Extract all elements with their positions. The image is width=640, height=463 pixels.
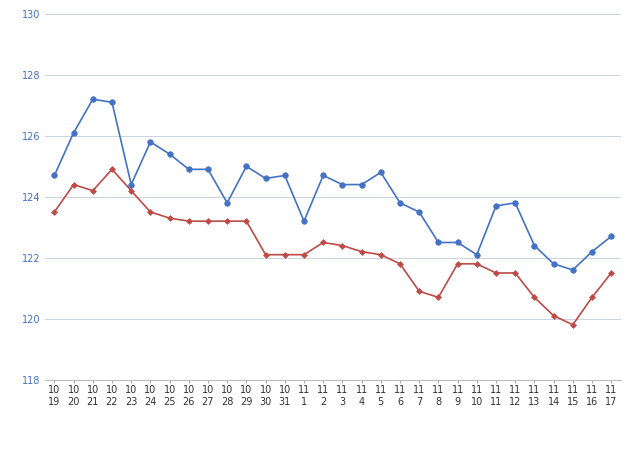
レギュラー看板価格（円/L） (358, 182, 365, 188)
レギュラー看板価格（円/L） (243, 163, 250, 169)
レギュラー実売価格（円/L） (281, 252, 289, 257)
レギュラー実売価格（円/L） (319, 240, 327, 245)
レギュラー看板価格（円/L） (569, 267, 577, 273)
レギュラー看板価格（円/L） (339, 182, 346, 188)
レギュラー実売価格（円/L） (511, 270, 519, 276)
レギュラー看板価格（円/L） (607, 234, 615, 239)
レギュラー看板価格（円/L） (281, 173, 289, 178)
レギュラー看板価格（円/L） (204, 167, 212, 172)
レギュラー看板価格（円/L） (531, 243, 538, 248)
レギュラー実売価格（円/L） (454, 261, 461, 267)
レギュラー実売価格（円/L） (339, 243, 346, 248)
レギュラー看板価格（円/L） (89, 96, 97, 102)
レギュラー実売価格（円/L） (358, 249, 365, 254)
レギュラー実売価格（円/L） (204, 219, 212, 224)
レギュラー実売価格（円/L） (415, 288, 423, 294)
レギュラー看板価格（円/L） (51, 173, 58, 178)
レギュラー看板価格（円/L） (492, 203, 500, 209)
レギュラー実売価格（円/L） (127, 188, 135, 194)
レギュラー看板価格（円/L） (435, 240, 442, 245)
レギュラー実売価格（円/L） (166, 215, 173, 221)
レギュラー看板価格（円/L） (377, 169, 385, 175)
Line: レギュラー看板価格（円/L）: レギュラー看板価格（円/L） (52, 96, 614, 273)
レギュラー看板価格（円/L） (511, 200, 519, 206)
Line: レギュラー実売価格（円/L）: レギュラー実売価格（円/L） (52, 167, 613, 327)
レギュラー実売価格（円/L） (243, 219, 250, 224)
レギュラー看板価格（円/L） (166, 151, 173, 157)
レギュラー実売価格（円/L） (262, 252, 269, 257)
レギュラー看板価格（円/L） (300, 219, 308, 224)
レギュラー実売価格（円/L） (108, 167, 116, 172)
レギュラー実売価格（円/L） (223, 219, 231, 224)
レギュラー実売価格（円/L） (531, 294, 538, 300)
レギュラー実売価格（円/L） (473, 261, 481, 267)
レギュラー実売価格（円/L） (396, 261, 404, 267)
レギュラー実売価格（円/L） (607, 270, 615, 276)
レギュラー実売価格（円/L） (51, 209, 58, 215)
レギュラー看板価格（円/L） (415, 209, 423, 215)
レギュラー看板価格（円/L） (223, 200, 231, 206)
レギュラー実売価格（円/L） (300, 252, 308, 257)
レギュラー看板価格（円/L） (588, 249, 596, 254)
レギュラー看板価格（円/L） (185, 167, 193, 172)
レギュラー看板価格（円/L） (108, 100, 116, 105)
レギュラー看板価格（円/L） (473, 252, 481, 257)
レギュラー看板価格（円/L） (396, 200, 404, 206)
レギュラー看板価格（円/L） (550, 261, 557, 267)
レギュラー実売価格（円/L） (89, 188, 97, 194)
レギュラー実売価格（円/L） (147, 209, 154, 215)
レギュラー実売価格（円/L） (435, 294, 442, 300)
レギュラー看板価格（円/L） (454, 240, 461, 245)
レギュラー看板価格（円/L） (262, 175, 269, 181)
レギュラー看板価格（円/L） (127, 182, 135, 188)
レギュラー実売価格（円/L） (377, 252, 385, 257)
レギュラー看板価格（円/L） (319, 173, 327, 178)
レギュラー実売価格（円/L） (550, 313, 557, 319)
レギュラー実売価格（円/L） (588, 294, 596, 300)
レギュラー実売価格（円/L） (492, 270, 500, 276)
レギュラー実売価格（円/L） (185, 219, 193, 224)
レギュラー看板価格（円/L） (147, 139, 154, 144)
レギュラー看板価格（円/L） (70, 130, 77, 136)
レギュラー実売価格（円/L） (569, 322, 577, 327)
レギュラー実売価格（円/L） (70, 182, 77, 188)
